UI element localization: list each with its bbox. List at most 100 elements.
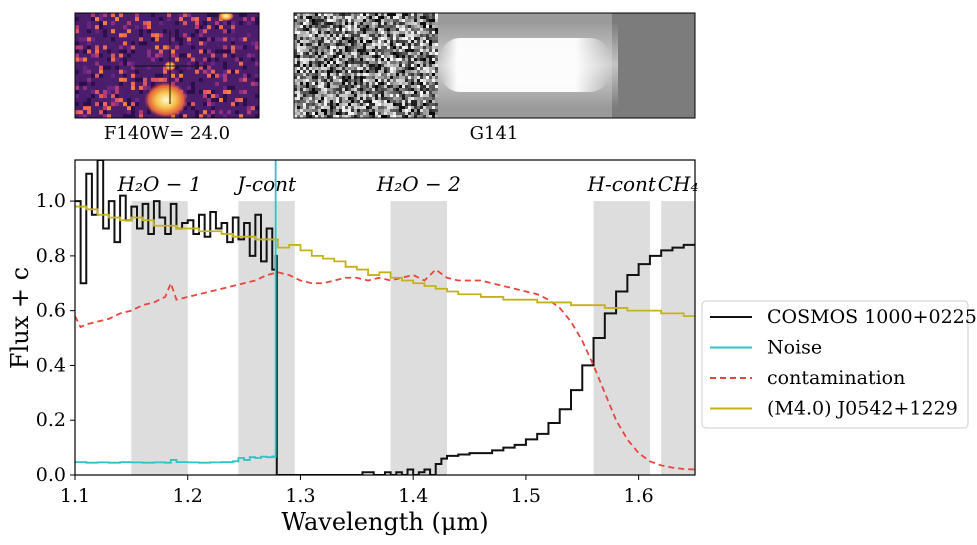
spectrum-pixel: [432, 88, 435, 91]
thumbnail-pixel: [159, 49, 163, 54]
spectrum-pixel: [327, 49, 330, 52]
spectrum-pixel: [366, 52, 369, 55]
spectrum-pixel: [375, 19, 378, 22]
spectrum-pixel: [345, 88, 348, 91]
spectrum-pixel: [303, 106, 306, 109]
spectrum-pixel: [321, 64, 324, 67]
spectrum-pixel: [297, 109, 300, 112]
thumbnail-pixel: [247, 21, 251, 26]
thumbnail-pixel: [155, 73, 159, 78]
spectrum-pixel: [345, 76, 348, 79]
spectrum-pixel: [294, 112, 297, 115]
spectrum-pixel: [426, 88, 429, 91]
series-line-0: [75, 160, 695, 475]
spectrum-pixel: [345, 97, 348, 100]
thumbnail-pixel: [227, 65, 231, 70]
spectrum-pixel: [297, 112, 300, 115]
spectrum-pixel: [435, 94, 438, 97]
spectrum-pixel: [423, 73, 426, 76]
thumbnail-pixel: [231, 37, 235, 42]
spectrum-pixel: [405, 109, 408, 112]
thumbnail-pixel: [123, 49, 127, 54]
spectrum-pixel: [381, 85, 384, 88]
thumbnail-pixel: [207, 57, 211, 62]
spectrum-pixel: [381, 76, 384, 79]
spectrum-pixel: [357, 46, 360, 49]
thumbnail-pixel: [95, 85, 99, 90]
spectrum-pixel: [396, 91, 399, 94]
spectrum-pixel: [426, 25, 429, 28]
spectrum-pixel: [294, 19, 297, 22]
spectrum-pixel: [414, 82, 417, 85]
spectrum-pixel: [354, 88, 357, 91]
thumbnail-pixel: [103, 106, 107, 111]
spectrum-pixel: [333, 91, 336, 94]
spectrum-pixel: [372, 64, 375, 67]
spectrum-pixel: [348, 46, 351, 49]
spectrum-pixel: [357, 37, 360, 40]
thumbnail-pixel: [255, 114, 259, 118]
spectrum-pixel: [354, 85, 357, 88]
thumbnail-pixel: [127, 49, 131, 54]
spectrum-pixel: [294, 13, 297, 16]
spectrum-pixel: [432, 100, 435, 103]
spectrum-pixel: [384, 73, 387, 76]
spectrum-pixel: [393, 94, 396, 97]
spectrum-pixel: [435, 43, 438, 46]
thumbnail-pixel: [75, 41, 79, 46]
spectrum-pixel: [384, 22, 387, 25]
spectrum-pixel: [315, 91, 318, 94]
spectrum-pixel: [348, 85, 351, 88]
spectrum-pixel: [303, 58, 306, 61]
thumbnail-pixel: [227, 69, 231, 74]
spectrum-pixel: [417, 109, 420, 112]
spectrum-pixel: [417, 79, 420, 82]
spectrum-pixel: [366, 88, 369, 91]
spectrum-pixel: [300, 40, 303, 43]
spectrum-pixel: [354, 22, 357, 25]
spectrum-pixel: [396, 55, 399, 58]
spectrum-pixel: [381, 37, 384, 40]
spectrum-pixel: [345, 13, 348, 16]
spectrum-pixel: [414, 13, 417, 16]
spectrum-pixel: [303, 40, 306, 43]
spectrum-pixel: [336, 82, 339, 85]
spectrum-pixel: [366, 43, 369, 46]
spectrum-pixel: [369, 52, 372, 55]
spectrum-pixel: [306, 100, 309, 103]
spectrum-pixel: [429, 37, 432, 40]
spectrum-pixel: [396, 37, 399, 40]
thumbnail-pixel: [211, 106, 215, 111]
spectrum-pixel: [363, 61, 366, 64]
thumbnail-pixel: [255, 94, 259, 99]
thumbnail-pixel: [195, 25, 199, 30]
spectrum-pixel: [357, 58, 360, 61]
spectrum-pixel: [405, 88, 408, 91]
spectrum-pixel: [327, 106, 330, 109]
thumbnail-pixel: [91, 73, 95, 78]
spectrum-pixel: [399, 28, 402, 31]
spectrum-pixel: [435, 88, 438, 91]
spectrum-pixel: [399, 61, 402, 64]
spectrum-pixel: [399, 43, 402, 46]
spectrum-pixel: [363, 16, 366, 19]
spectrum-pixel: [351, 115, 354, 118]
spectrum-pixel: [372, 109, 375, 112]
thumbnail-pixel: [167, 57, 171, 62]
spectrum-pixel: [342, 16, 345, 19]
spectrum-pixel: [423, 31, 426, 34]
spectrum-pixel: [378, 85, 381, 88]
spectrum-pixel: [330, 79, 333, 82]
spectrum-pixel: [321, 82, 324, 85]
thumbnail-pixel: [239, 53, 243, 58]
spectrum-pixel: [390, 28, 393, 31]
spectrum-pixel: [300, 13, 303, 16]
thumbnail-pixel: [83, 102, 87, 107]
spectrum-pixel: [384, 91, 387, 94]
spectrum-pixel: [348, 25, 351, 28]
spectrum-pixel: [315, 85, 318, 88]
spectrum-pixel: [315, 25, 318, 28]
spectrum-pixel: [417, 100, 420, 103]
spectrum-pixel: [342, 100, 345, 103]
spectrum-pixel: [318, 103, 321, 106]
